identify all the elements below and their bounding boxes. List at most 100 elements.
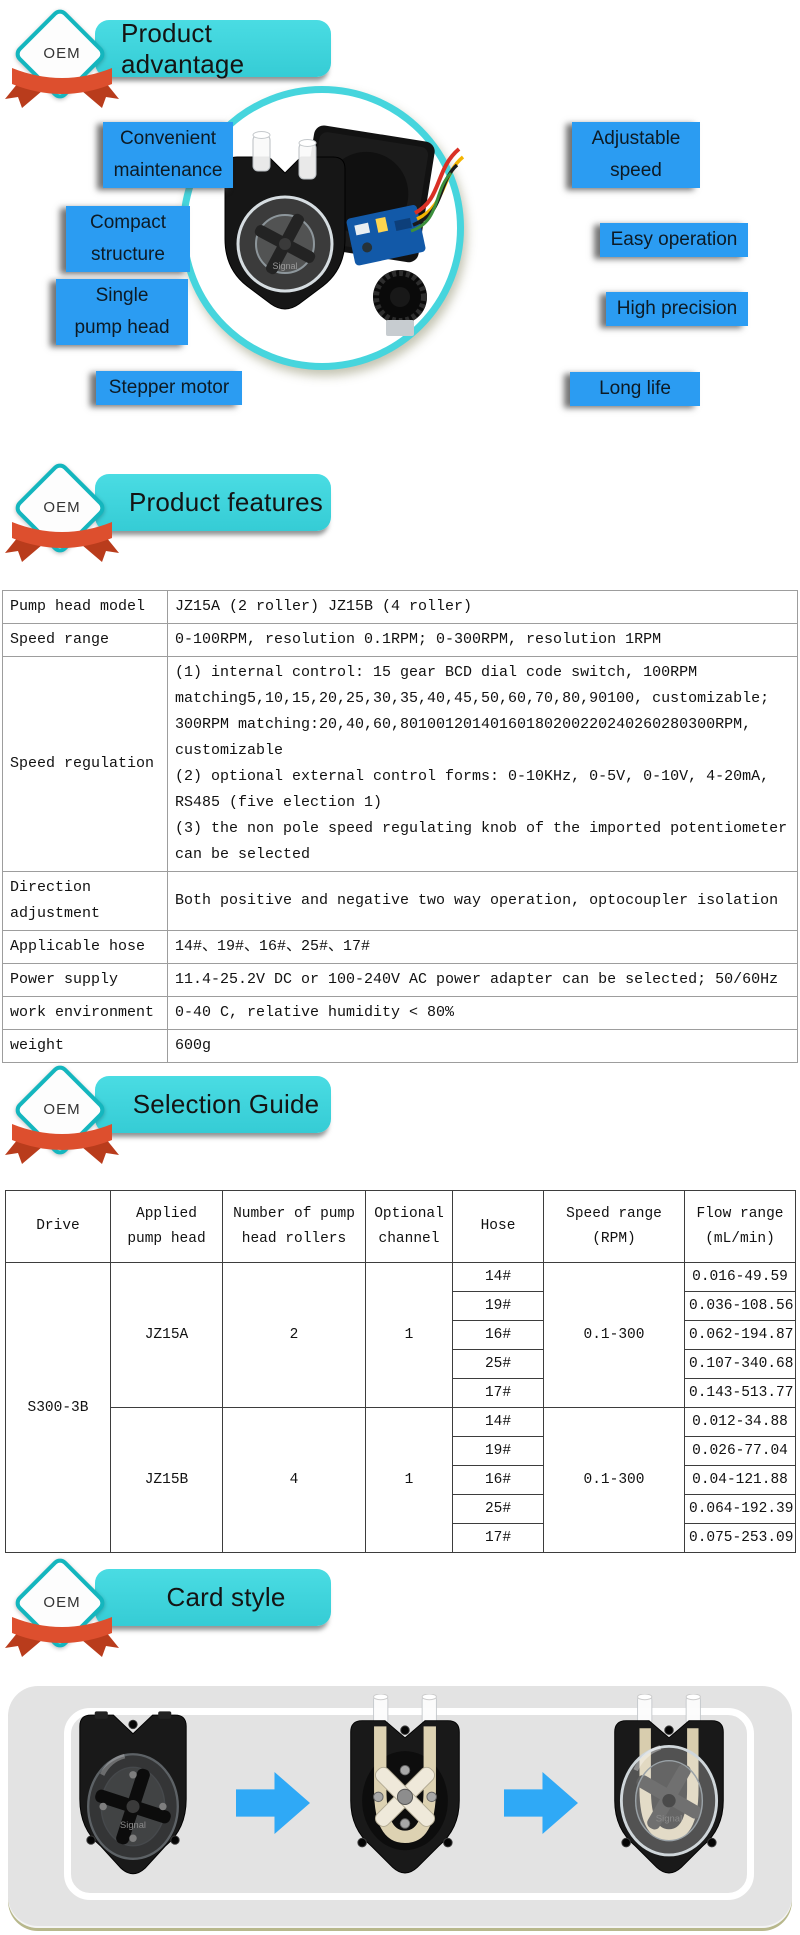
flow-range-cell: 0.062-194.87 (684, 1320, 796, 1350)
section-header-selection: Selection Guide OEM (0, 1060, 420, 1176)
feature-callout: Easy operation (600, 223, 748, 257)
callout-line: High precision (616, 298, 738, 319)
flow-range-cell: 0.064-192.39 (684, 1494, 796, 1524)
table-row: 17# 0.075-253.09 (6, 1523, 796, 1553)
ribbon-icon (5, 1124, 119, 1164)
table-row: Speed range 0-100RPM, resolution 0.1RPM;… (2, 623, 798, 657)
feature-callout: Compact structure (66, 206, 190, 272)
ribbon-icon (5, 68, 119, 108)
flow-range-cell: 0.04-121.88 (684, 1465, 796, 1495)
table-row: S300-3B JZ15A 2 1 14# 0.1-300 0.016-49.5… (5, 1262, 796, 1553)
spec-label: Speed regulation (2, 656, 168, 872)
hose-cell: 17# (452, 1378, 544, 1408)
table-row: 19# 0.036-108.56 (6, 1291, 796, 1321)
feature-callout: Stepper motor (96, 371, 242, 405)
column-header: Hose (452, 1190, 544, 1263)
pump-head-cell: JZ15B (110, 1407, 223, 1553)
spec-label: Pump head model (2, 590, 168, 624)
callout-line: Long life (599, 378, 671, 399)
flow-range-cell: 0.143-513.77 (684, 1378, 796, 1408)
table-row: Pump head model JZ15A (2 roller) JZ15B (… (2, 590, 798, 624)
spec-value: JZ15A (2 roller) JZ15B (4 roller) (167, 590, 798, 624)
spec-value: 11.4-25.2V DC or 100-240V AC power adapt… (167, 963, 798, 997)
table-row: 19# 0.026-77.04 (6, 1436, 796, 1466)
feature-callout: Adjustable speed (572, 122, 700, 188)
hose-cell: 16# (452, 1320, 544, 1350)
spec-label: work environment (2, 996, 168, 1030)
svg-text:Signal: Signal (120, 1820, 146, 1830)
peristaltic-pump-photo: Signal (224, 125, 465, 336)
oem-badge-label: OEM (43, 1594, 81, 1611)
spec-value: 14#、19#、16#、25#、17# (167, 930, 798, 964)
callout-line: speed (610, 160, 662, 181)
hose-cell: 14# (452, 1262, 544, 1292)
hose-cell: 25# (452, 1494, 544, 1524)
section-title: Selection Guide (132, 1089, 320, 1119)
spec-value: 0-40 C, relative humidity < 80% (167, 996, 798, 1030)
callout-line: pump head (74, 317, 170, 338)
pump-head-open-rotor-image (350, 1694, 460, 1874)
spec-label: Speed range (2, 623, 168, 657)
channel-cell: 1 (365, 1407, 453, 1553)
table-row: 17# 0.143-513.77 (6, 1378, 796, 1408)
table-row: Direction adjustment Both positive and n… (2, 871, 798, 931)
hose-cell: 14# (452, 1407, 544, 1437)
column-header: Flow range (mL/min) (684, 1190, 796, 1263)
section-banner: Product advantage (95, 17, 331, 79)
speed-range-cell: 0.1-300 (543, 1407, 685, 1553)
table-row: work environment 0-40 C, relative humidi… (2, 996, 798, 1030)
section-header-advantage: Product advantage OEM (0, 4, 420, 120)
feature-callout: Long life (570, 372, 700, 406)
table-row: 25# 0.107-340.68 (6, 1349, 796, 1379)
hose-cell: 25# (452, 1349, 544, 1379)
spec-label: Power supply (2, 963, 168, 997)
table-row: 25# 0.064-192.39 (6, 1494, 796, 1524)
callout-line: Adjustable (591, 128, 681, 149)
feature-callout: Single pump head (56, 279, 188, 345)
column-header: Speed range (RPM) (543, 1190, 685, 1263)
spec-value: (1) internal control: 15 gear BCD dial c… (167, 656, 798, 872)
channel-cell: 1 (365, 1262, 453, 1408)
speed-range-cell: 0.1-300 (543, 1262, 685, 1408)
flow-range-cell: 0.016-49.59 (684, 1262, 796, 1292)
spec-value: 0-100RPM, resolution 0.1RPM; 0-300RPM, r… (167, 623, 798, 657)
spec-label: weight (2, 1029, 168, 1063)
svg-text:Signal: Signal (656, 1814, 682, 1825)
section-banner: Card style (95, 1569, 331, 1626)
flow-range-cell: 0.107-340.68 (684, 1349, 796, 1379)
hose-cell: 19# (452, 1291, 544, 1321)
hose-cell: 17# (452, 1523, 544, 1553)
table-row: JZ15B 4 1 14# 0.1-300 0.012-34.88 (6, 1407, 796, 1553)
flow-range-cell: 0.012-34.88 (684, 1407, 796, 1437)
callout-line: maintenance (113, 160, 223, 181)
ribbon-icon (5, 522, 119, 562)
section-title: Product features (129, 487, 323, 517)
table-row: Power supply 11.4-25.2V DC or 100-240V A… (2, 963, 798, 997)
spec-value: 600g (167, 1029, 798, 1063)
section-title: Product advantage (121, 17, 245, 79)
column-header: Number of pump head rollers (222, 1190, 366, 1263)
column-header: Applied pump head (110, 1190, 223, 1263)
card-inner-frame (64, 1708, 754, 1900)
callout-line: Compact (89, 212, 167, 233)
feature-callout: Convenient maintenance (103, 122, 233, 188)
pump-head-closed-image: Signal (79, 1711, 187, 1875)
rollers-cell: 2 (222, 1262, 366, 1408)
table-header-row: Drive Applied pump head Number of pump h… (5, 1190, 796, 1263)
spec-label: Direction adjustment (2, 871, 168, 931)
table-row: Speed regulation (1) internal control: 1… (2, 656, 798, 872)
pump-head-cell: JZ15A (110, 1262, 223, 1408)
hose-cell: 16# (452, 1465, 544, 1495)
table-row: Applicable hose 14#、19#、16#、25#、17# (2, 930, 798, 964)
column-header: Optional channel (365, 1190, 453, 1263)
drive-cell: S300-3B (5, 1262, 111, 1553)
oem-badge-label: OEM (43, 1101, 81, 1118)
section-header-card-style: Card style OEM (0, 1553, 420, 1669)
pump-head-with-cover-image: Signal (614, 1694, 724, 1874)
feature-callout: High precision (606, 292, 748, 326)
flow-range-cell: 0.075-253.09 (684, 1523, 796, 1553)
section-banner: Selection Guide (95, 1076, 331, 1133)
flow-range-cell: 0.026-77.04 (684, 1436, 796, 1466)
callout-line: structure (91, 244, 165, 265)
